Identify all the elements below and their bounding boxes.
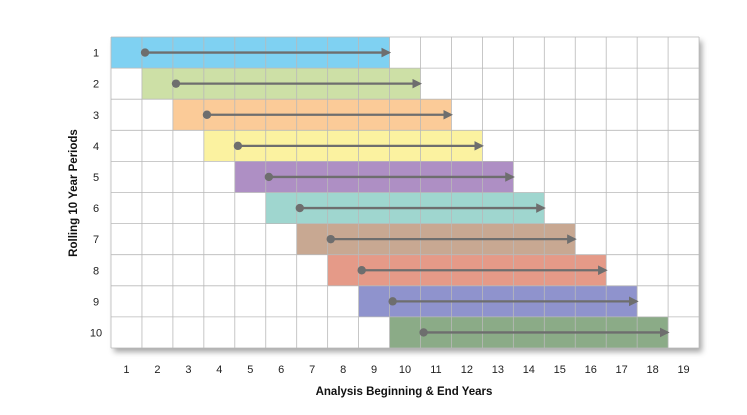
period-start-dot [295,203,304,213]
x-tick-label: 7 [309,364,315,376]
x-tick-label: 4 [216,364,222,376]
y-tick-labels: 1 2 3 4 5 6 7 8 9 10 [90,48,102,340]
y-tick-label: 7 [93,234,99,246]
x-tick-label: 8 [340,364,346,376]
y-tick-label: 10 [90,327,102,339]
period-start-dot [419,328,428,337]
x-tick-label: 17 [616,364,628,376]
period-start-dot [264,172,274,182]
x-tick-label: 9 [371,364,377,376]
x-tick-label: 6 [278,364,284,376]
period-start-dot [171,79,181,88]
period-arrows [140,47,670,338]
x-tick-label: 19 [677,364,689,376]
y-tick-label: 2 [93,79,99,91]
y-tick-label: 3 [93,110,99,122]
y-tick-label: 5 [93,172,99,184]
x-tick-label: 5 [247,364,253,376]
period-start-dot [233,141,243,151]
x-tick-label: 13 [492,364,504,376]
period-start-dot [388,297,397,306]
x-tick-label: 10 [399,364,411,376]
x-tick-label: 2 [154,364,160,376]
y-tick-label: 6 [93,203,99,215]
x-tick-label: 16 [585,364,597,376]
y-tick-label: 8 [93,265,99,277]
period-start-dot [326,234,335,244]
x-tick-label: 3 [185,364,191,376]
y-tick-label: 9 [93,296,99,308]
x-tick-label: 12 [461,364,473,376]
y-axis-title: Rolling 10 Year Periods [68,129,80,257]
x-tick-label: 18 [647,364,659,376]
x-tick-label: 14 [523,364,535,376]
grid-lines [110,36,700,349]
period-start-dot [202,110,212,119]
x-tick-label: 11 [430,364,441,376]
period-start-dot [140,48,150,57]
x-axis-title: Analysis Beginning & End Years [316,386,493,398]
x-tick-label: 1 [123,364,129,376]
y-tick-label: 1 [93,48,99,60]
x-tick-labels: 1 2 3 4 5 6 7 8 9 10 11 12 13 14 15 16 17 18 19 [123,364,689,376]
y-tick-label: 4 [93,141,99,153]
period-start-dot [357,266,366,275]
x-tick-label: 15 [554,364,566,376]
